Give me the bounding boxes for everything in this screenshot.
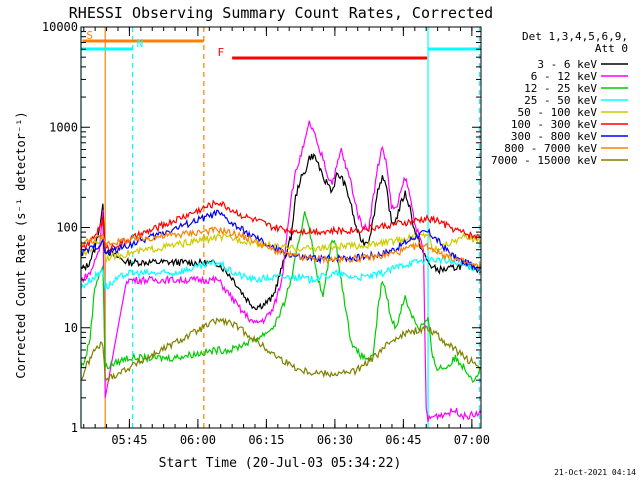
series-line-3 <box>81 254 481 290</box>
x-axis-label: Start Time (20-Jul-03 05:34:22) <box>159 456 402 471</box>
footer-timestamp: 21-Oct-2021 04:14 <box>554 468 636 477</box>
legend-header-line2: Att 0 <box>595 42 628 55</box>
legend-label-2: 12 - 25 keV <box>524 82 597 95</box>
legend-label-4: 50 - 100 keV <box>518 106 598 119</box>
y-tick-label-2: 100 <box>56 221 78 235</box>
legend-header-line1: Det 1,3,4,5,6,9, <box>522 30 628 43</box>
legend-label-1: 6 - 12 keV <box>531 70 598 83</box>
legend-label-7: 800 - 7000 keV <box>504 142 597 155</box>
legend-label-6: 300 - 800 keV <box>511 130 597 143</box>
x-tick-label-3: 06:30 <box>317 433 353 447</box>
series-line-7 <box>81 226 481 271</box>
legend-label-5: 100 - 300 keV <box>511 118 597 131</box>
x-tick-label-4: 06:45 <box>385 433 421 447</box>
y-tick-label-4: 10000 <box>42 20 78 34</box>
x-tick-label-0: 05:45 <box>111 433 147 447</box>
y-axis-label: Corrected Count Rate (s⁻¹ detector⁻¹) <box>14 111 28 378</box>
series-layer <box>81 120 481 422</box>
legend-label-3: 25 - 50 keV <box>524 94 597 107</box>
y-tick-label-0: 1 <box>71 421 78 435</box>
x-tick-label-2: 06:15 <box>248 433 284 447</box>
x-tick-label-1: 06:00 <box>180 433 216 447</box>
y-tick-label-1: 10 <box>64 321 78 335</box>
marker-label-0: S <box>86 29 93 42</box>
marker-label-3: F <box>218 46 225 59</box>
marker-label-1: N <box>137 37 144 50</box>
legend-label-0: 3 - 6 keV <box>537 58 597 71</box>
chart-title: RHESSI Observing Summary Count Rates, Co… <box>69 4 493 22</box>
series-line-1 <box>81 120 481 422</box>
series-line-2 <box>81 211 481 383</box>
marker-bars: S N F <box>81 29 481 60</box>
y-tick-label-3: 1000 <box>49 120 78 134</box>
series-line-8 <box>81 317 481 383</box>
series-line-5 <box>81 199 481 253</box>
x-tick-label-5: 07:00 <box>454 433 490 447</box>
legend-label-8: 7000 - 15000 keV <box>491 154 597 167</box>
axis-ticks: 05:45 06:00 06:15 06:30 06:45 07:00 1 10 100 1000… <box>42 20 490 447</box>
